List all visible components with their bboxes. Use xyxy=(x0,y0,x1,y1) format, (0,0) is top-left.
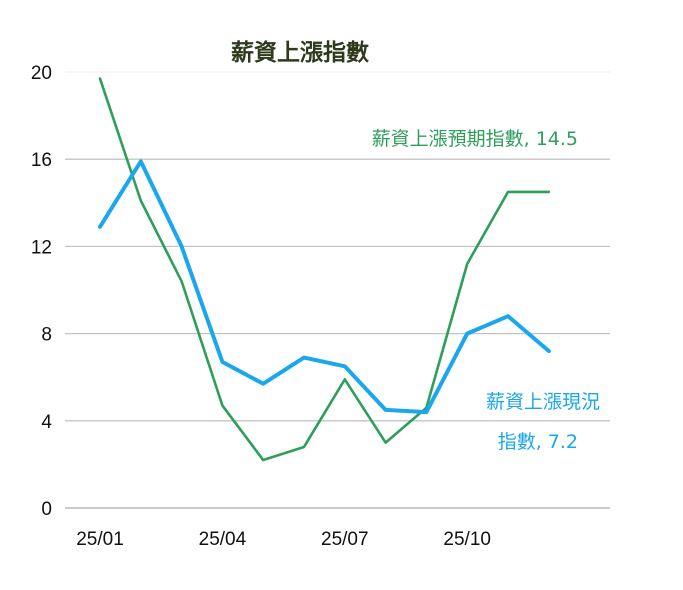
series-label-current-line1: 薪資上漲現況 xyxy=(486,391,600,413)
chart-title: 薪資上漲指數 xyxy=(231,39,369,66)
y-tick-label: 8 xyxy=(41,325,52,346)
y-tick-label: 20 xyxy=(31,63,52,84)
x-tick-label: 25/10 xyxy=(443,529,491,550)
y-tick-label: 16 xyxy=(31,150,52,171)
y-tick-label: 12 xyxy=(31,237,52,258)
y-tick-label: 4 xyxy=(41,412,52,433)
series-line-1 xyxy=(98,159,551,415)
x-tick-label: 25/04 xyxy=(199,529,247,550)
y-tick-label: 0 xyxy=(41,499,52,520)
series-label-expected: 薪資上漲預期指數, 14.5 xyxy=(372,128,578,150)
x-tick-label: 25/01 xyxy=(76,529,124,550)
series-label-current-line2: 指數, 7.2 xyxy=(498,431,578,453)
series-line-0 xyxy=(98,77,551,462)
x-tick-label: 25/07 xyxy=(321,529,369,550)
